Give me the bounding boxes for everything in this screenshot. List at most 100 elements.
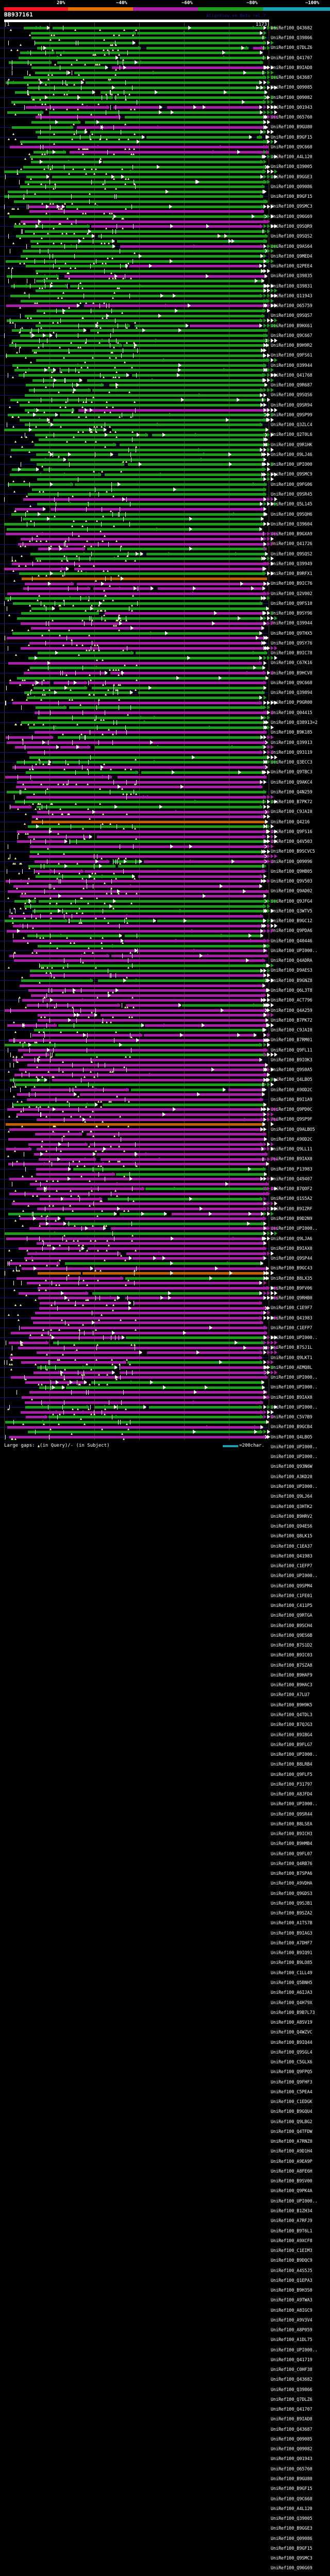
subject-label[interactable]: UniRef100_Q9C668 — [271, 144, 312, 149]
alignment-row[interactable]: UniRef100_Q9C668 — [0, 1261, 330, 2501]
hsp-bar[interactable] — [13, 602, 262, 605]
subject-label[interactable]: UniRef100_B9ICH3 — [271, 1831, 312, 1837]
hsp-bar[interactable] — [19, 1247, 84, 1250]
alignment-row[interactable]: UniRef100_B9IQ91 — [0, 988, 330, 1955]
alignment-row[interactable]: UniRef100_B9H9R2 — [0, 184, 330, 348]
hsp-bar[interactable] — [85, 870, 265, 873]
subject-label[interactable]: UniRef100_B9IAG3 — [271, 1930, 312, 1936]
alignment-row[interactable]: UniRef100_B9LO85 — [0, 993, 330, 1965]
alignment-row[interactable]: UniRef100_Q9FL11 — [0, 536, 330, 1053]
hsp-bar[interactable] — [32, 488, 266, 491]
hsp-bar[interactable] — [30, 1182, 269, 1185]
subject-label[interactable]: UniRef100_Q43682 — [271, 25, 312, 30]
alignment-row[interactable]: UniRef100_B9IC76 — [0, 303, 330, 586]
subject-label[interactable]: UniRef100_Q09086 — [271, 2535, 312, 2541]
hsp-bar[interactable] — [138, 875, 262, 878]
alignment-row[interactable]: UniRef100_Q4H79X — [0, 1013, 330, 2005]
hsp-bar[interactable] — [40, 1197, 102, 1200]
alignment-row[interactable]: UniRef100_Q49407 — [0, 601, 330, 1181]
hsp-bar[interactable] — [12, 1103, 97, 1106]
hsp-bar[interactable] — [39, 1307, 268, 1310]
alignment-row[interactable]: UniRef100_UPI000.. — [0, 715, 330, 1410]
subject-label[interactable]: UniRef100_Q9HB05 — [271, 868, 312, 874]
hsp-bar[interactable] — [5, 1232, 266, 1235]
hsp-bar[interactable] — [52, 175, 263, 178]
alignment-row[interactable]: UniRef100_Q9SR45 — [0, 1434, 330, 1440]
hsp-bar[interactable] — [13, 885, 262, 888]
hsp-bar[interactable] — [9, 954, 109, 957]
alignment-row[interactable]: UniRef100_UPIO00 — [0, 1420, 330, 1426]
alignment-row[interactable]: UniRef100_Q9SR94 — [0, 1390, 330, 1395]
alignment-row[interactable]: UniRef100_B9IC03 — [0, 839, 330, 1657]
subject-label[interactable]: UniRef100_A4L120 — [271, 154, 312, 160]
alignment-row[interactable]: UniRef100_Q6L3T8 — [0, 507, 330, 993]
alignment-row[interactable]: UniRef100_B9HMB4 — [0, 934, 330, 1846]
subject-label[interactable]: UniRef100_C1EDGK — [271, 2099, 312, 2105]
subject-label[interactable]: UniRef100_O9LJ46 — [271, 451, 312, 457]
subject-label[interactable]: UniRef100_B9GGE3 — [271, 174, 312, 179]
subject-label[interactable]: UniRef100_Q9SMC9 — [271, 471, 312, 477]
hsp-bar[interactable] — [65, 1217, 266, 1221]
alignment-row[interactable]: UniRef100_B9B7L73 — [0, 1018, 330, 2015]
subject-label[interactable]: UniRef100_AEMQ8L — [271, 1364, 312, 1370]
hsp-bar[interactable] — [61, 369, 268, 372]
alignment-row[interactable]: UniRef100_A9EA9P — [0, 1092, 330, 2164]
alignment-row[interactable]: UniRef100_Q9SMC9 — [0, 1425, 330, 1430]
alignment-row[interactable]: UniRef100_Q9PDA6 — [0, 477, 330, 933]
alignment-row[interactable]: UniRef100_Q39944 — [0, 323, 330, 625]
hsp-bar[interactable] — [12, 468, 39, 471]
subject-label[interactable]: UniRef100_Q40446 — [271, 938, 312, 943]
hsp-bar[interactable] — [51, 508, 264, 511]
alignment-row[interactable]: UniRef100_A3KD20 — [0, 750, 330, 1479]
alignment-row[interactable]: UniRef100_Q9PK4A — [0, 1107, 330, 2193]
alignment-row[interactable]: UniRef100_B9GU80 — [0, 1251, 330, 2481]
alignment-row[interactable]: UniRef100_B9IAD8 — [0, 1221, 330, 2421]
subject-label[interactable]: UniRef100_B9SCVC5 — [271, 849, 315, 854]
alignment-row[interactable]: UniRef100_C1EIM3 — [0, 1137, 330, 2253]
alignment-row[interactable]: UniRef100_B9SY96 — [0, 318, 330, 616]
hsp-bar[interactable] — [118, 865, 265, 868]
subject-label[interactable]: UniRef100_Q9FHF3 — [271, 2079, 312, 2084]
hsp-bar[interactable] — [24, 905, 266, 908]
subject-label[interactable]: UniRef100_Q4WZVC — [271, 2029, 312, 2035]
subject-label[interactable]: UniRef100_Q39005 — [271, 2516, 312, 2521]
subject-label[interactable]: UniRef100_Q9C667 — [271, 332, 312, 338]
alignment-row[interactable]: UniRef100_O65759 — [0, 1340, 330, 1346]
hsp-bar[interactable] — [9, 344, 122, 347]
alignment-row[interactable]: UniRef100_Q3HTK2 — [0, 765, 330, 1509]
hsp-bar[interactable] — [34, 950, 267, 953]
hsp-bar[interactable] — [6, 1237, 265, 1240]
hsp-bar[interactable] — [21, 1361, 126, 1364]
alignment-row[interactable]: UniRef100_B9HX61 — [0, 174, 330, 328]
subject-label[interactable]: UniRef100_B8LSEA — [271, 1821, 312, 1826]
subject-label[interactable]: UniRef100_UPI000.. — [271, 1573, 318, 1579]
alignment-row[interactable]: UniRef100_A7RFJ9 — [0, 1122, 330, 2223]
alignment-row[interactable]: UniRef100_Q39831 — [0, 1330, 330, 1336]
hsp-bar[interactable] — [134, 1301, 262, 1304]
subject-label[interactable]: UniRef100_Q9SQS2 — [271, 233, 312, 239]
alignment-row[interactable]: UniRef100_A4L120 — [0, 90, 330, 159]
subject-label[interactable]: UniRef100_Q41719 — [271, 2357, 312, 2362]
hsp-bar[interactable] — [146, 46, 249, 49]
hsp-bar[interactable] — [16, 235, 94, 238]
subject-label[interactable]: UniRef100_Q9MED4 — [271, 253, 312, 259]
alignment-row[interactable]: UniRef100_Q9C668 — [0, 85, 330, 149]
subject-label[interactable]: UniRef100_B9IAX0 — [271, 1245, 312, 1251]
subject-label[interactable]: UniRef100_B9SY96 — [271, 611, 312, 616]
subject-label[interactable]: UniRef100_A9EA9P — [271, 2158, 312, 2164]
hsp-bar[interactable] — [7, 1108, 263, 1111]
alignment-row[interactable]: UniRef100_A8JFD4 — [0, 909, 330, 1797]
hsp-bar[interactable] — [118, 453, 264, 456]
alignment-row[interactable]: UniRef100_Q9FL07 — [0, 938, 330, 1856]
subject-label[interactable]: UniRef100_UPI000.. — [271, 1404, 318, 1410]
subject-label[interactable]: UniRef100_B9IC78 — [271, 650, 312, 656]
alignment-row[interactable]: UniRef100_UPI000.. — [0, 735, 330, 1449]
alignment-row[interactable]: UniRef100_Q9ALBO5 — [0, 576, 330, 1132]
hsp-bar[interactable] — [32, 349, 263, 352]
hsp-bar[interactable] — [37, 503, 262, 506]
alignment-row[interactable]: UniRef100_B9GF15 — [0, 1286, 330, 2551]
subject-label[interactable]: UniRef100_Q9PDA6 — [271, 928, 312, 934]
subject-label[interactable]: UniRef100_Q4A259 — [271, 1007, 312, 1013]
hsp-bar[interactable] — [32, 910, 268, 913]
alignment-row[interactable]: UniRef100_Q9FS61 — [0, 189, 330, 358]
